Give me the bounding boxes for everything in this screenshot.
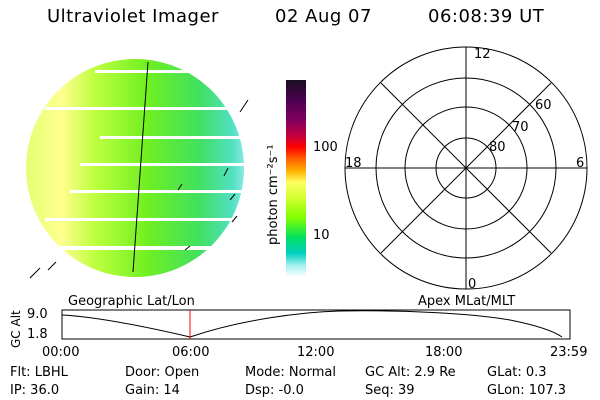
door-status: Door: Open — [125, 365, 200, 380]
colorbar — [286, 80, 306, 277]
mlat-label-80: 80 — [489, 140, 506, 155]
altitude-curve — [61, 310, 563, 338]
geographic-latlon-label: Geographic Lat/Lon — [68, 294, 195, 309]
mlat-label-60: 60 — [535, 98, 552, 113]
gc-alt-tick-9: 9.0 — [27, 307, 48, 322]
filter-status: Flt: LBHL — [10, 365, 68, 380]
gc-alt-status: GC Alt: 2.9 Re — [365, 365, 456, 380]
ip-status: IP: 36.0 — [10, 383, 60, 398]
time-tick-1200: 12:00 — [297, 345, 335, 360]
observation-date: 02 Aug 07 — [275, 6, 372, 27]
timeline-frame — [61, 309, 571, 340]
mlt-label-0: 0 — [468, 277, 477, 292]
mlt-label-6: 6 — [576, 156, 585, 171]
mlt-label-18: 18 — [345, 156, 362, 171]
gc-alt-tick-1-8: 1.8 — [27, 327, 48, 342]
limb-marks — [29, 99, 249, 279]
mode-status: Mode: Normal — [245, 365, 336, 380]
colorbar-tick-10: 10 — [313, 228, 330, 243]
mlat-label-70: 70 — [512, 120, 529, 135]
apex-mlat-mlt-label: Apex MLat/MLT — [418, 294, 516, 309]
dsp-status: Dsp: -0.0 — [245, 383, 304, 398]
gain-status: Gain: 14 — [125, 383, 180, 398]
terminator-line — [132, 61, 149, 273]
seq-status: Seq: 39 — [365, 383, 415, 398]
time-tick-0600: 06:00 — [172, 345, 210, 360]
mlt-label-12: 12 — [474, 47, 491, 62]
time-tick-1800: 18:00 — [425, 345, 463, 360]
glon-status: GLon: 107.3 — [487, 383, 567, 398]
colorbar-tick-100: 100 — [313, 140, 338, 155]
time-tick-0000: 00:00 — [42, 345, 80, 360]
glat-status: GLat: 0.3 — [487, 365, 547, 380]
imager-title: Ultraviolet Imager — [47, 6, 219, 27]
time-tick-2359: 23:59 — [550, 345, 588, 360]
observation-time: 06:08:39 UT — [428, 6, 545, 27]
